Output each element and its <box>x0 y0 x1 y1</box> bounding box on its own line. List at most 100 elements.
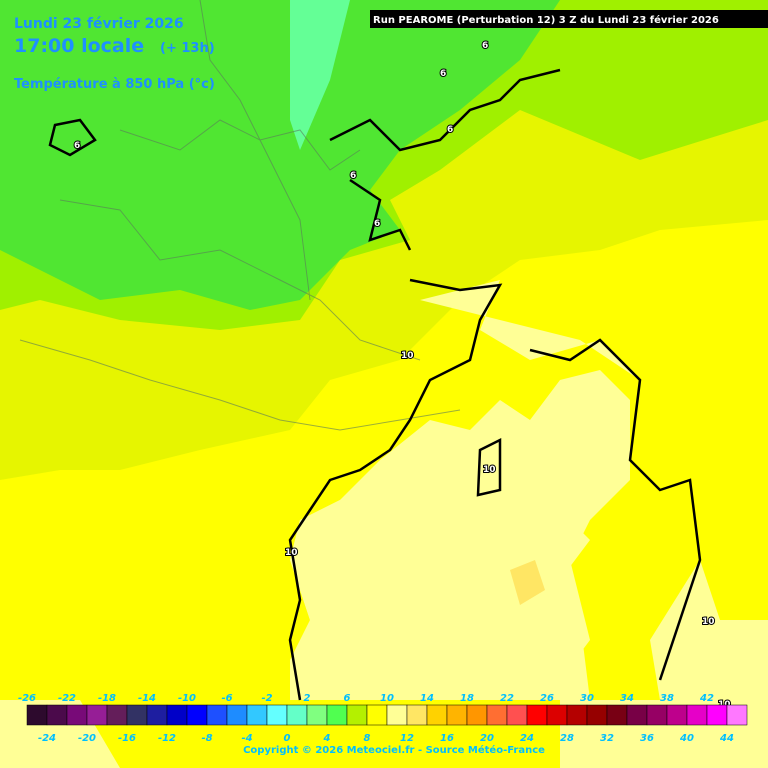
color-swatch <box>526 704 548 726</box>
color-swatch <box>306 704 328 726</box>
contour-label: 6 <box>482 41 488 51</box>
scale-label-top: 10 <box>380 693 394 704</box>
color-swatch <box>26 704 48 726</box>
copyright: Copyright © 2026 Meteociel.fr - Source M… <box>243 744 545 756</box>
color-swatch <box>266 704 288 726</box>
scale-label-top: 42 <box>699 693 714 704</box>
scale-label-bottom: 32 <box>600 733 614 744</box>
color-swatch <box>66 704 88 726</box>
scale-label-top: 18 <box>460 693 474 704</box>
color-swatch <box>506 704 528 726</box>
scale-label-bottom: 12 <box>400 733 414 744</box>
contour-6 <box>329 68 561 152</box>
color-swatch <box>426 704 448 726</box>
scale-label-bottom: -8 <box>201 733 212 744</box>
scale-label-bottom: 4 <box>323 733 331 744</box>
contour-label: 10 <box>401 351 414 361</box>
color-swatch <box>486 704 508 726</box>
contour-labels: 6 6 6 6 6 6 10 10 10 10 10 <box>73 40 732 711</box>
color-swatch <box>366 704 388 726</box>
scale-label-bottom: -4 <box>241 733 252 744</box>
zone-4-6 <box>0 0 560 310</box>
run-banner-bg <box>370 10 768 28</box>
scale-label-top: 38 <box>660 693 674 704</box>
scale-label-top: -10 <box>178 693 196 704</box>
contour-label: 10 <box>285 548 298 558</box>
header-parameter: Température à 850 hPa (°c) <box>14 77 215 92</box>
contour-label: 6 <box>447 125 453 135</box>
color-swatch <box>606 704 628 726</box>
color-swatch <box>326 704 348 726</box>
color-swatch <box>626 704 648 726</box>
scale-label-bottom: 16 <box>440 733 454 744</box>
scale-label-bottom: 24 <box>520 733 534 744</box>
scale-label-bottom: 40 <box>679 733 694 744</box>
contour-6 <box>48 118 97 157</box>
scale-label-top: 30 <box>580 693 594 704</box>
color-swatch <box>286 704 308 726</box>
run-banner: Run PEAROME (Perturbation 12) 3 Z du Lun… <box>373 14 719 26</box>
scale-label-bottom: 44 <box>719 733 734 744</box>
color-swatch <box>586 704 608 726</box>
color-swatch <box>146 704 168 726</box>
scale-label-top: 14 <box>420 693 434 704</box>
scale-label-top: 2 <box>304 693 311 704</box>
scale-label-top: -22 <box>58 693 76 704</box>
scale-label-bottom: 0 <box>284 733 291 744</box>
color-swatch <box>706 704 728 726</box>
contour-10 <box>529 338 702 681</box>
scale-label-top: 6 <box>344 693 351 704</box>
scale-label-top: 22 <box>500 693 514 704</box>
color-swatch <box>186 704 208 726</box>
color-swatch <box>686 704 708 726</box>
contour-label: 6 <box>374 219 380 229</box>
color-swatch <box>106 704 128 726</box>
color-swatch <box>46 704 68 726</box>
color-swatch <box>346 704 368 726</box>
color-scale: -26 -22 -18 -14 -10 -6 -2 2 6 10 14 18 22 26 30 34 38 42-… <box>18 693 748 744</box>
scale-label-bottom: -12 <box>158 733 176 744</box>
scale-label-bottom: 36 <box>640 733 654 744</box>
color-swatch <box>666 704 688 726</box>
scale-label-top: -26 <box>18 693 36 704</box>
zone-2-4 <box>290 0 350 150</box>
scale-label-top: 34 <box>620 693 634 704</box>
scale-label-top: -2 <box>261 693 272 704</box>
scale-label-bottom: 20 <box>480 733 494 744</box>
scale-label-bottom: -24 <box>38 733 56 744</box>
contour-6 <box>349 178 412 251</box>
color-swatch <box>126 704 148 726</box>
color-swatch <box>166 704 188 726</box>
scale-label-bottom: 28 <box>560 733 574 744</box>
contours <box>48 68 702 701</box>
contour-10 <box>288 278 503 701</box>
color-swatch <box>386 704 408 726</box>
scale-label-bottom: -16 <box>118 733 136 744</box>
color-swatch <box>206 704 228 726</box>
zone-12-14 <box>510 560 545 605</box>
contour-label: 10 <box>483 465 496 475</box>
borders <box>19 0 461 431</box>
scale-label-top: -18 <box>98 693 116 704</box>
scale-label-top: -14 <box>138 693 156 704</box>
border <box>199 0 311 301</box>
contour-label: 10 <box>702 617 715 627</box>
color-swatch <box>566 704 588 726</box>
contour-label: 6 <box>440 69 446 79</box>
contour-label: 6 <box>74 141 80 151</box>
scale-label-bottom: 8 <box>364 733 371 744</box>
color-swatch <box>406 704 428 726</box>
border <box>19 339 461 431</box>
contour-label: 6 <box>350 171 356 181</box>
header-time: 17:00 locale <box>14 35 144 57</box>
header-lead: (+ 13h) <box>160 41 215 56</box>
zone-10-12-core <box>290 370 630 690</box>
color-swatch <box>446 704 468 726</box>
color-swatch <box>86 704 108 726</box>
color-swatch <box>726 704 748 726</box>
color-swatch <box>246 704 268 726</box>
color-swatch <box>226 704 248 726</box>
color-swatch <box>466 704 488 726</box>
color-swatch <box>646 704 668 726</box>
